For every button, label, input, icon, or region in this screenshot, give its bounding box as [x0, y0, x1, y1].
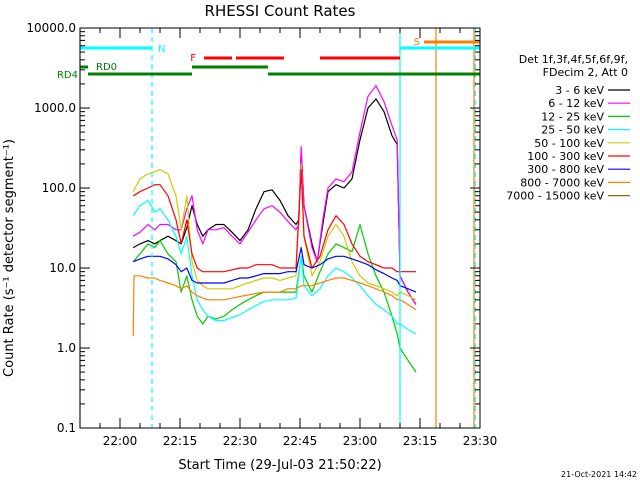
y-tick-label: 0.1 — [57, 421, 76, 435]
legend-entry-label: 7000 - 15000 keV — [506, 190, 604, 203]
x-tick-label: 22:15 — [163, 434, 198, 448]
x-tick-label: 22:45 — [283, 434, 318, 448]
y-tick-label: 10000.0 — [26, 21, 76, 35]
series-line-8 — [132, 275, 417, 337]
state-label-n: N — [158, 44, 165, 55]
legend-entry-label: 50 - 100 keV — [534, 137, 604, 150]
y-axis-label: Count Rate (s⁻¹ detector segment⁻¹) — [2, 139, 17, 377]
x-tick-label: 23:00 — [343, 434, 378, 448]
footer-timestamp: 21-Oct-2021 14:42 — [561, 470, 637, 479]
legend-entry-label: 6 - 12 keV — [548, 97, 604, 110]
legend-entry-label: 300 - 800 keV — [527, 163, 604, 176]
legend-header: Det 1f,3f,4f,5f,6f,9f, — [519, 53, 628, 66]
state-label-rd4: RD4 — [57, 70, 78, 81]
legend-entry-label: 25 - 50 keV — [541, 124, 604, 137]
series-line-5 — [132, 163, 417, 301]
legend-entry-label: 3 - 6 keV — [555, 84, 604, 97]
state-label-f: F — [190, 53, 196, 64]
series-line-7 — [132, 247, 417, 293]
state-label-s: S — [414, 37, 420, 48]
x-tick-label: 23:15 — [403, 434, 438, 448]
y-tick-label: 100.0 — [42, 181, 76, 195]
x-tick-label: 22:00 — [103, 434, 138, 448]
legend-header: FDecim 2, Att 0 — [543, 66, 628, 79]
legend: Det 1f,3f,4f,5f,6f,9f,FDecim 2, Att 0 3 -… — [506, 53, 630, 203]
series-line-4 — [132, 199, 417, 335]
x-tick-label: 23:30 — [463, 434, 498, 448]
series-line-6 — [132, 169, 416, 273]
x-tick-label: 22:30 — [223, 434, 258, 448]
legend-entry-label: 100 - 300 keV — [527, 150, 604, 163]
y-tick-label: 10.0 — [49, 261, 76, 275]
state-label-rd0: RD0 — [96, 62, 117, 73]
y-tick-label: 1000.0 — [34, 101, 76, 115]
y-tick-label: 1.0 — [57, 341, 76, 355]
chart-title: RHESSI Count Rates — [205, 2, 356, 20]
legend-entry-label: 12 - 25 keV — [541, 110, 604, 123]
x-axis-label: Start Time (29-Jul-03 21:50:22) — [178, 458, 381, 473]
legend-entry-label: 800 - 7000 keV — [520, 176, 604, 189]
